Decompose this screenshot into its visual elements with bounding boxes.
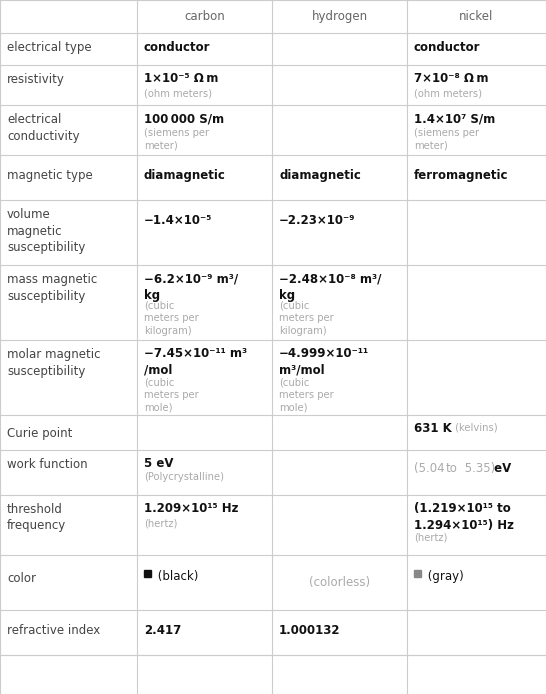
Text: (Polycrystalline): (Polycrystalline)	[144, 472, 224, 482]
Text: molar magnetic
susceptibility: molar magnetic susceptibility	[7, 348, 100, 378]
Text: 1.209×10¹⁵ Hz: 1.209×10¹⁵ Hz	[144, 502, 239, 515]
Text: conductor: conductor	[414, 41, 480, 54]
Text: (cubic
meters per
kilogram): (cubic meters per kilogram)	[144, 300, 199, 336]
Text: (colorless): (colorless)	[309, 576, 370, 589]
Text: carbon: carbon	[184, 10, 225, 23]
Text: resistivity: resistivity	[7, 73, 65, 86]
Text: (ohm meters): (ohm meters)	[414, 88, 482, 98]
Text: refractive index: refractive index	[7, 624, 100, 637]
Bar	[144, 570, 151, 577]
Text: (cubic
meters per
mole): (cubic meters per mole)	[144, 377, 199, 413]
Text: −4.999×10⁻¹¹
m³/mol: −4.999×10⁻¹¹ m³/mol	[279, 347, 369, 377]
Text: hydrogen: hydrogen	[311, 10, 367, 23]
Text: 1.000132: 1.000132	[279, 624, 341, 637]
Text: 7×10⁻⁸ Ω m: 7×10⁻⁸ Ω m	[414, 72, 489, 85]
Text: 1.4×10⁷ S/m: 1.4×10⁷ S/m	[414, 112, 495, 125]
Text: volume
magnetic
susceptibility: volume magnetic susceptibility	[7, 208, 85, 254]
Text: −7.45×10⁻¹¹ m³
/mol: −7.45×10⁻¹¹ m³ /mol	[144, 347, 247, 377]
Text: mass magnetic
susceptibility: mass magnetic susceptibility	[7, 273, 97, 303]
Text: (kelvins): (kelvins)	[452, 422, 497, 432]
Text: electrical
conductivity: electrical conductivity	[7, 113, 80, 142]
Text: −1.4×10⁻⁵: −1.4×10⁻⁵	[144, 214, 212, 227]
Text: (ohm meters): (ohm meters)	[144, 88, 212, 98]
Text: −6.2×10⁻⁹ m³/
kg: −6.2×10⁻⁹ m³/ kg	[144, 272, 238, 301]
Text: (hertz): (hertz)	[144, 518, 177, 528]
Text: diamagnetic: diamagnetic	[279, 169, 361, 182]
Text: eV: eV	[490, 462, 511, 475]
Text: 100 000 S/m: 100 000 S/m	[144, 112, 224, 125]
Text: magnetic type: magnetic type	[7, 169, 93, 182]
Bar	[414, 570, 421, 577]
Text: 2.417: 2.417	[144, 624, 181, 637]
Text: (hertz): (hertz)	[414, 532, 447, 542]
Text: work function: work function	[7, 458, 87, 471]
Text: (black): (black)	[154, 570, 198, 583]
Text: (gray): (gray)	[424, 570, 464, 583]
Text: diamagnetic: diamagnetic	[144, 169, 226, 182]
Text: 5 eV: 5 eV	[144, 457, 174, 470]
Text: (cubic
meters per
kilogram): (cubic meters per kilogram)	[279, 300, 334, 336]
Text: Curie point: Curie point	[7, 427, 73, 440]
Text: 5.35): 5.35)	[461, 462, 495, 475]
Text: ferromagnetic: ferromagnetic	[414, 169, 508, 182]
Text: electrical type: electrical type	[7, 41, 92, 54]
Text: to: to	[446, 462, 458, 475]
Text: −2.48×10⁻⁸ m³/
kg: −2.48×10⁻⁸ m³/ kg	[279, 272, 381, 301]
Text: nickel: nickel	[459, 10, 494, 23]
Text: 631 K: 631 K	[414, 422, 452, 435]
Text: (cubic
meters per
mole): (cubic meters per mole)	[279, 377, 334, 413]
Text: conductor: conductor	[144, 41, 211, 54]
Text: threshold
frequency: threshold frequency	[7, 503, 66, 532]
Text: (siemens per
meter): (siemens per meter)	[144, 128, 209, 151]
Text: −2.23×10⁻⁹: −2.23×10⁻⁹	[279, 214, 355, 227]
Text: (5.04: (5.04	[414, 462, 448, 475]
Text: 1×10⁻⁵ Ω m: 1×10⁻⁵ Ω m	[144, 72, 218, 85]
Text: (siemens per
meter): (siemens per meter)	[414, 128, 479, 151]
Text: color: color	[7, 572, 36, 585]
Text: (1.219×10¹⁵ to
1.294×10¹⁵) Hz: (1.219×10¹⁵ to 1.294×10¹⁵) Hz	[414, 502, 514, 532]
